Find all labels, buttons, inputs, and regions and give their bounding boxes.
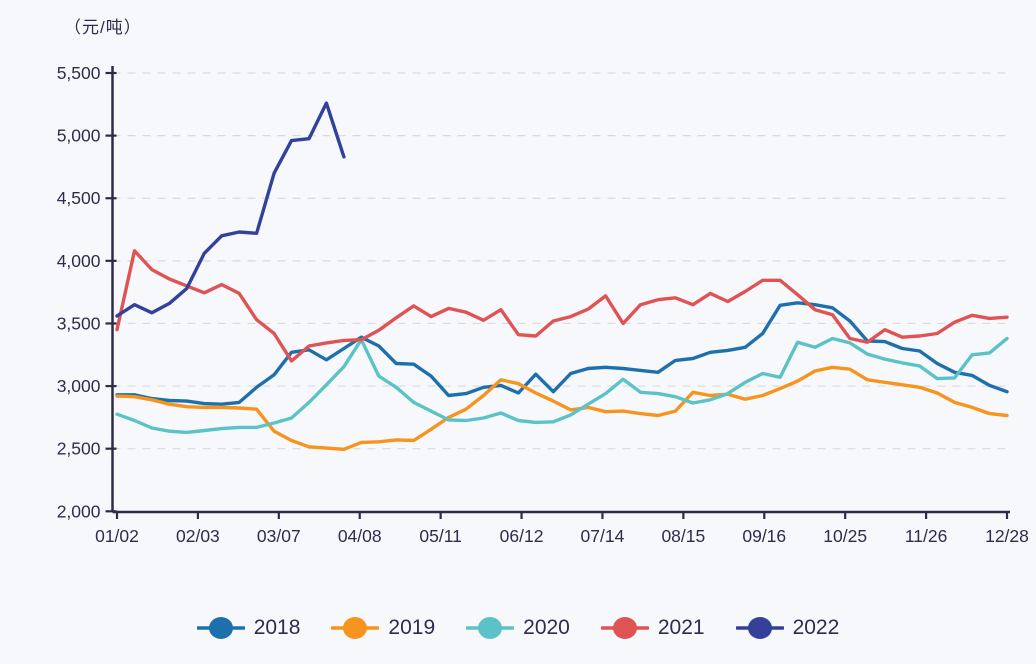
series-line-2018 bbox=[115, 301, 1009, 406]
legend-marker-icon bbox=[735, 617, 784, 639]
y-axis-label: 4,500 bbox=[57, 188, 101, 208]
legend: 2018 2019 2020 2021 2022 bbox=[0, 614, 1036, 642]
series-line-2019 bbox=[115, 365, 1009, 451]
legend-label: 2020 bbox=[523, 616, 570, 639]
x-axis-label: 09/16 bbox=[742, 526, 786, 546]
plot-area: 2,000 2,500 3,000 3,500 4,000 4,500 5,000 5,500… bbox=[57, 63, 1029, 546]
legend-item-2018[interactable]: 2018 bbox=[196, 614, 301, 642]
y-axis-unit-label: （元/吨） bbox=[64, 18, 142, 37]
x-axis-label: 03/07 bbox=[257, 526, 301, 546]
y-axis-label: 2,500 bbox=[57, 439, 101, 459]
y-axis-label: 5,500 bbox=[57, 63, 101, 83]
y-axis-label: 4,000 bbox=[57, 251, 101, 271]
legend-item-2020[interactable]: 2020 bbox=[466, 614, 570, 642]
y-axis-label: 3,000 bbox=[57, 376, 101, 396]
legend-item-2022[interactable]: 2022 bbox=[735, 614, 840, 642]
legend-item-2019[interactable]: 2019 bbox=[331, 614, 435, 642]
series-line-2021 bbox=[115, 249, 1009, 363]
x-axis-label: 01/02 bbox=[95, 526, 139, 546]
x-axis-label: 05/11 bbox=[419, 526, 462, 546]
series-line-2022 bbox=[115, 101, 346, 318]
x-axis-label: 10/25 bbox=[823, 526, 867, 546]
legend-label: 2018 bbox=[253, 616, 301, 639]
legend-marker-icon bbox=[466, 617, 515, 639]
legend-marker-icon bbox=[331, 617, 380, 639]
series-line-2020 bbox=[115, 336, 1009, 435]
x-axis-label: 02/03 bbox=[176, 526, 220, 546]
x-axis-label: 04/08 bbox=[338, 526, 382, 546]
legend-marker-icon bbox=[600, 617, 649, 639]
x-axis-label: 07/14 bbox=[581, 526, 625, 546]
legend-label: 2022 bbox=[792, 616, 840, 639]
legend-item-2021[interactable]: 2021 bbox=[600, 614, 705, 642]
x-axis-label: 08/15 bbox=[661, 526, 705, 546]
legend-label: 2019 bbox=[388, 616, 436, 639]
legend-marker-icon bbox=[196, 617, 245, 639]
legend-label: 2021 bbox=[657, 616, 705, 639]
y-axis-label: 3,500 bbox=[57, 313, 101, 333]
x-axis-label: 11/26 bbox=[905, 526, 948, 546]
y-axis-label: 5,000 bbox=[57, 126, 101, 146]
x-axis-label: 12/28 bbox=[985, 526, 1029, 546]
y-axis-label: 2,000 bbox=[57, 501, 101, 521]
x-axis-label: 06/12 bbox=[500, 526, 544, 546]
